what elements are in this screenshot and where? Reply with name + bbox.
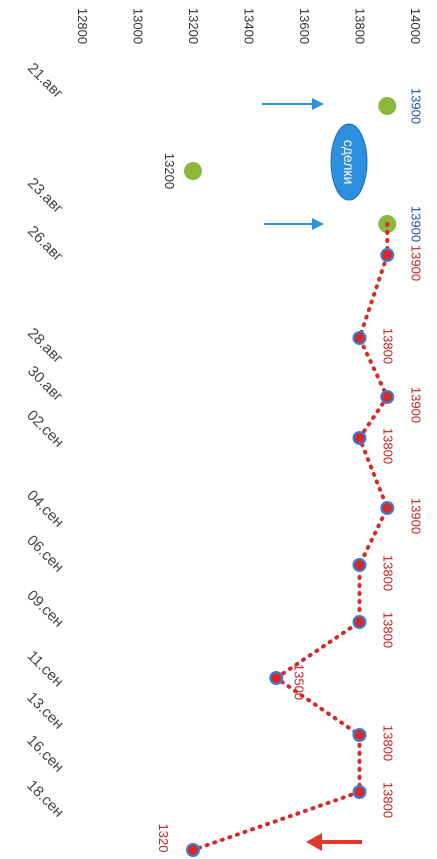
series-point xyxy=(380,501,395,515)
deal-point xyxy=(378,97,397,115)
series-point-label: 13800 xyxy=(381,612,396,648)
x-tick-label: 30.авг xyxy=(24,363,67,406)
series-point-label: 13800 xyxy=(381,428,396,464)
price-series: 13900 13800 13900 13800 13900 13800 13800 13500… xyxy=(156,222,423,857)
series-point-label: 1320 xyxy=(156,824,171,853)
x-tick-label: 04.сен xyxy=(23,487,67,531)
x-tick-label: 21.авг xyxy=(24,60,67,103)
x-tick-label: 02.сен xyxy=(23,407,67,451)
x-tick-label: 23.авг xyxy=(24,175,67,218)
series-point xyxy=(352,431,367,445)
series-point-label: 13800 xyxy=(381,782,396,818)
x-tick-label: 11.сен xyxy=(24,647,67,690)
x-tick-label: 06.сен xyxy=(23,532,67,576)
deal-points: 13900 13200 13900 xyxy=(162,88,423,242)
y-axis: 12800 13000 13200 13400 13600 13800 14000 xyxy=(75,8,423,44)
y-tick-label: 13400 xyxy=(242,8,257,44)
x-tick-label: 28.авг xyxy=(24,325,67,368)
y-tick-label: 14000 xyxy=(408,8,423,44)
blue-arrow-top xyxy=(262,98,324,110)
x-tick-label: 13.сен xyxy=(23,689,67,733)
series-point xyxy=(352,785,367,799)
series-point xyxy=(380,248,395,262)
y-tick-label: 13800 xyxy=(353,8,368,44)
deals-bubble-label: сделки xyxy=(341,140,357,185)
x-tick-label: 16.сен xyxy=(23,732,67,776)
series-point-label: 13800 xyxy=(381,328,396,364)
deal-point-label: 13200 xyxy=(162,153,177,189)
series-line xyxy=(191,222,390,852)
y-tick-label: 13600 xyxy=(297,8,312,44)
deal-point xyxy=(184,162,202,180)
red-arrow xyxy=(306,833,362,851)
series-point-label: 13900 xyxy=(408,245,423,281)
deal-point-label: 13900 xyxy=(408,88,423,124)
series-point xyxy=(186,843,200,857)
x-tick-label: 09.сен xyxy=(23,587,67,631)
series-point xyxy=(380,390,395,404)
y-tick-label: 12800 xyxy=(75,8,90,44)
series-point-label: 13500 xyxy=(291,664,306,700)
y-tick-label: 13000 xyxy=(131,8,146,44)
series-point xyxy=(269,671,284,685)
x-tick-label: 26.авг xyxy=(24,223,67,266)
y-tick-label: 13200 xyxy=(186,8,201,44)
series-point xyxy=(352,331,367,345)
series-point xyxy=(352,728,367,742)
x-tick-label: 18.сен xyxy=(23,777,67,821)
series-point xyxy=(352,558,367,572)
series-point-label: 13900 xyxy=(408,498,423,534)
series-point xyxy=(352,615,367,629)
blue-arrow-bottom xyxy=(264,218,324,230)
series-point-label: 13900 xyxy=(408,387,423,423)
series-point-label: 13800 xyxy=(381,555,396,591)
annotations: сделки xyxy=(262,98,368,851)
deals-bubble: сделки xyxy=(330,123,368,201)
series-point-label: 13800 xyxy=(381,725,396,761)
deal-point-label: 13900 xyxy=(408,206,423,242)
